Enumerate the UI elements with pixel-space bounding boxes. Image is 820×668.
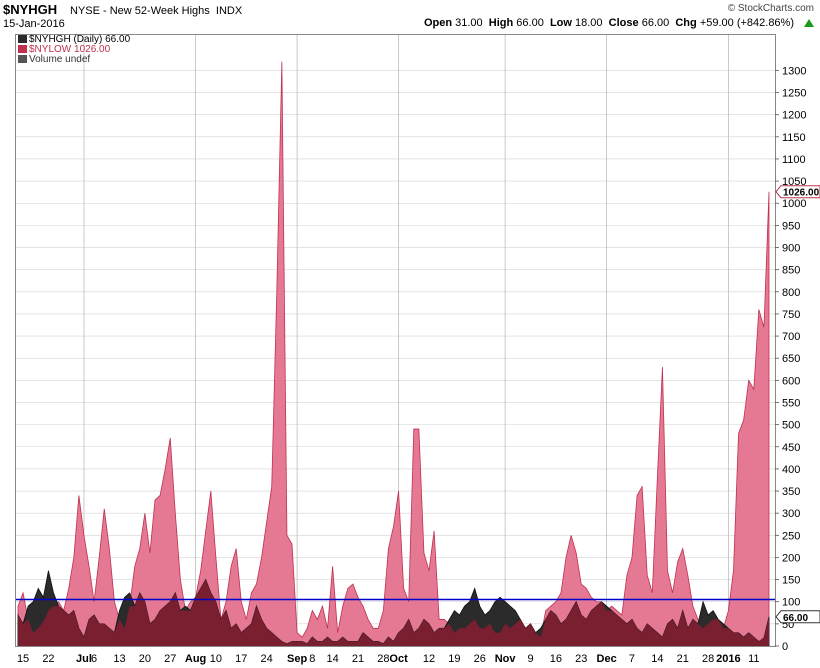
open-label: Open bbox=[423, 17, 453, 29]
x-tick-label: 17 bbox=[235, 653, 247, 665]
legend-swatch-nyhgh bbox=[18, 35, 27, 43]
x-tick-label: 19 bbox=[448, 653, 460, 665]
y-tick-label: 100 bbox=[782, 597, 800, 609]
close-label: Close bbox=[608, 17, 639, 29]
y-tick-label: 800 bbox=[782, 287, 800, 299]
chg-label: Chg bbox=[675, 17, 697, 29]
x-tick-label: 28 bbox=[702, 653, 714, 665]
y-tick-label: 600 bbox=[782, 375, 800, 387]
chart-header: $NYHGH NYSE - New 52-Week Highs INDX 15-… bbox=[0, 0, 820, 34]
legend: $NYHGH (Daily) 66.00 $NYLOW 1026.00 Volu… bbox=[18, 34, 131, 65]
up-arrow-icon bbox=[804, 19, 814, 27]
ticker-symbol: $NYHGH bbox=[3, 2, 58, 17]
y-tick-label: 900 bbox=[782, 243, 800, 255]
x-tick-label: 20 bbox=[139, 653, 151, 665]
y-tick-label: 1250 bbox=[782, 88, 806, 100]
x-tick-label: 27 bbox=[164, 653, 176, 665]
open-value: 31.00 bbox=[455, 17, 483, 29]
exchange-label: INDX bbox=[215, 5, 243, 17]
legend-swatch-volume bbox=[18, 55, 27, 63]
y-tick-label: 300 bbox=[782, 508, 800, 520]
x-tick-label: 14 bbox=[651, 653, 663, 665]
y-tick-label: 1200 bbox=[782, 110, 806, 122]
x-tick-label: Nov bbox=[495, 653, 517, 665]
x-tick-label: 8 bbox=[309, 653, 315, 665]
y-tick-label: 700 bbox=[782, 331, 800, 343]
x-tick-label: 28 bbox=[377, 653, 389, 665]
quote-summary: Open 31.00 High 66.00 Low 18.00 Close 66… bbox=[424, 17, 794, 29]
x-tick-label: 7 bbox=[629, 653, 635, 665]
x-tick-label: 23 bbox=[575, 653, 587, 665]
x-tick-label: 9 bbox=[527, 653, 533, 665]
x-tick-label: 10 bbox=[210, 653, 222, 665]
y-tick-label: 450 bbox=[782, 442, 800, 454]
chg-value: +59.00 (+842.86%) bbox=[699, 17, 794, 29]
x-tick-label: 24 bbox=[261, 653, 273, 665]
legend-swatch-nylow bbox=[18, 45, 27, 53]
x-tick-label: 2016 bbox=[716, 653, 740, 665]
y-tick-label: 1300 bbox=[782, 65, 806, 77]
ticker-description: NYSE - New 52-Week Highs INDX bbox=[70, 5, 242, 17]
x-tick-label: 11 bbox=[748, 653, 759, 665]
brand-logo: © StockCharts.com bbox=[727, 3, 814, 14]
plot-frame bbox=[15, 34, 776, 647]
y-tick-label: 750 bbox=[782, 309, 800, 321]
y-tick-label: 1000 bbox=[782, 198, 806, 210]
description-text: NYSE - New 52-Week Highs bbox=[70, 5, 210, 17]
y-tick-label: 350 bbox=[782, 486, 800, 498]
x-tick-label: 6 bbox=[91, 653, 97, 665]
low-label: Low bbox=[549, 17, 572, 29]
close-value: 66.00 bbox=[641, 17, 670, 29]
legend-nylow: $NYLOW 1026.00 bbox=[29, 44, 111, 55]
y-tick-label: 1050 bbox=[782, 176, 806, 188]
x-tick-label: Dec bbox=[597, 653, 617, 665]
last-value-tag-nylow: 1026.00 bbox=[775, 185, 820, 199]
y-tick-label: 1150 bbox=[782, 132, 806, 144]
x-axis: 15 22 Jul 6 13 20 27 Aug 10 17 24 Sep 8 14 21 28 Oct 12 19… bbox=[17, 653, 760, 665]
x-tick-label: 26 bbox=[474, 653, 486, 665]
x-tick-label: 13 bbox=[113, 653, 125, 665]
x-tick-label: 21 bbox=[352, 653, 364, 665]
series-layer bbox=[17, 61, 770, 647]
last-value-tag-nylow-text: 1026.00 bbox=[783, 188, 820, 199]
high-label: High bbox=[488, 17, 514, 29]
x-tick-label: 14 bbox=[326, 653, 338, 665]
last-value-tag-nyhgh-box bbox=[775, 610, 820, 624]
x-tick-label: Oct bbox=[389, 653, 408, 665]
last-value-tag-nyhgh-text: 66.00 bbox=[783, 613, 808, 624]
series-overlap bbox=[18, 579, 769, 646]
y-tick-label: 200 bbox=[782, 552, 800, 564]
high-value: 66.00 bbox=[516, 17, 544, 29]
quote-date: 15-Jan-2016 bbox=[3, 18, 65, 30]
y-tick-label: 500 bbox=[782, 420, 800, 432]
x-tick-label: Sep bbox=[287, 653, 307, 665]
x-tick-label: 21 bbox=[677, 653, 689, 665]
y-tick-label: 950 bbox=[782, 220, 800, 232]
x-tick-label: 15 bbox=[17, 653, 29, 665]
x-tick-label: Aug bbox=[185, 653, 206, 665]
x-tick-label: 16 bbox=[550, 653, 562, 665]
y-tick-label: 850 bbox=[782, 265, 800, 277]
y-tick-label: 400 bbox=[782, 464, 800, 476]
last-value-tag-nylow-box bbox=[775, 185, 820, 199]
value-tags: 1026.00 66.00 bbox=[775, 185, 820, 624]
y-tick-label: 0 bbox=[782, 641, 788, 653]
y-tick-label: 150 bbox=[782, 575, 800, 587]
series-area-nylow bbox=[17, 61, 770, 647]
y-tick-label: 550 bbox=[782, 397, 800, 409]
y-axis: 0501001502002503003504004505005506006507… bbox=[775, 65, 806, 653]
low-value: 18.00 bbox=[575, 17, 603, 29]
legend-nyhgh: $NYHGH (Daily) 66.00 bbox=[29, 34, 131, 45]
legend-volume: Volume undef bbox=[29, 54, 90, 65]
x-tick-label: 22 bbox=[42, 653, 54, 665]
y-tick-label: 250 bbox=[782, 530, 800, 542]
last-value-tag-nyhgh: 66.00 bbox=[775, 610, 820, 624]
x-tick-label: Jul bbox=[76, 653, 92, 665]
y-tick-label: 650 bbox=[782, 353, 800, 365]
x-tick-label: 12 bbox=[423, 653, 435, 665]
y-tick-label: 1100 bbox=[782, 154, 806, 166]
